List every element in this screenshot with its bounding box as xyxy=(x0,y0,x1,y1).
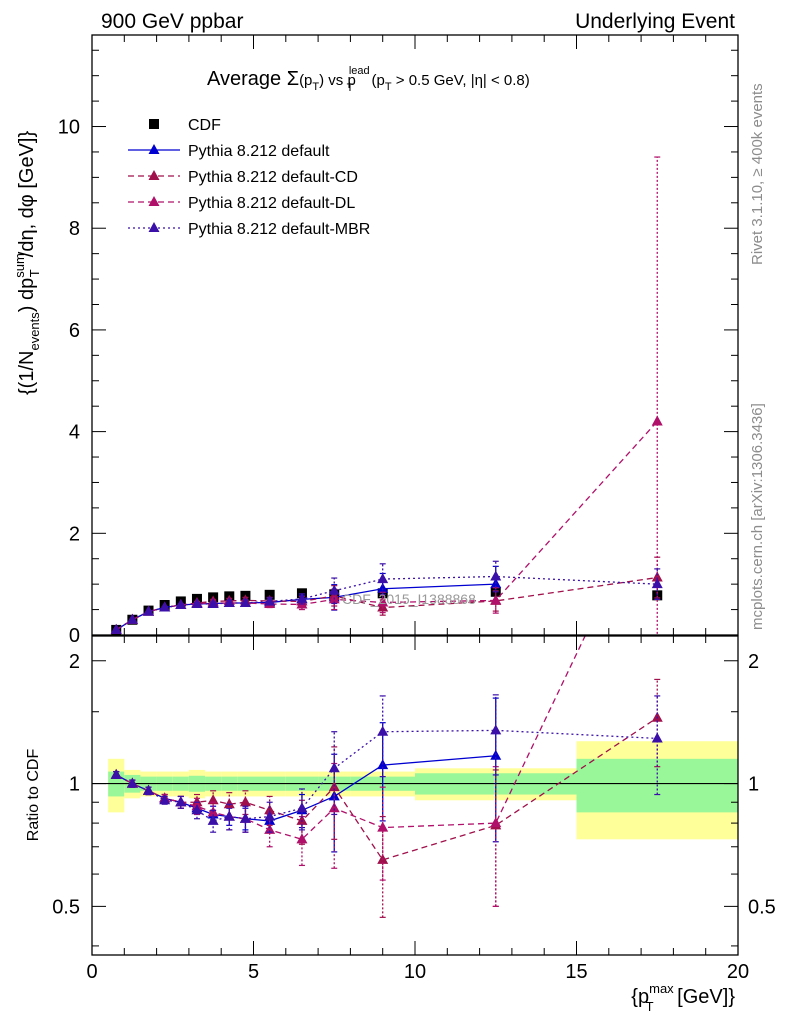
mcplots-annotation: mcplots.cern.ch [arXiv:1306.3436] xyxy=(749,403,766,630)
legend-label: Pythia 8.212 default-CD xyxy=(188,169,358,186)
ratio-y-tick-label-right: 1 xyxy=(748,774,759,796)
data-point xyxy=(296,802,308,813)
legend-marker xyxy=(148,170,160,180)
data-point xyxy=(377,573,389,584)
data-point xyxy=(490,724,502,735)
y-tick-label: 4 xyxy=(69,422,80,444)
data-point xyxy=(223,810,235,821)
y-tick-label: 8 xyxy=(69,218,80,240)
data-point xyxy=(191,804,203,815)
plot-title: Average Σ(pT) vs plead T (pT > 0.5 GeV, |… xyxy=(207,65,530,94)
legend-marker xyxy=(148,144,160,154)
data-point xyxy=(328,584,340,595)
rivet-annotation: Rivet 3.1.10, ≥ 400k events xyxy=(749,83,766,265)
data-point xyxy=(159,794,171,805)
header-left: 900 GeV ppbar xyxy=(101,10,243,33)
data-point xyxy=(143,605,155,616)
data-point xyxy=(191,597,203,608)
header-right: Underlying Event xyxy=(575,10,735,33)
y-tick-label: 0 xyxy=(69,625,80,647)
data-point xyxy=(328,762,340,773)
data-point xyxy=(490,594,502,605)
legend-label: Pythia 8.212 default xyxy=(188,143,330,160)
ratio-uncertainty-bands xyxy=(92,741,738,840)
data-point xyxy=(296,833,308,844)
data-point xyxy=(651,732,663,743)
data-point xyxy=(377,596,389,607)
legend-marker xyxy=(149,119,159,129)
legend-item: Pythia 8.212 default-CD xyxy=(128,169,358,186)
data-point xyxy=(239,596,251,607)
data-point xyxy=(223,596,235,607)
data-point xyxy=(110,623,122,634)
y-tick-label: 2 xyxy=(69,523,80,545)
axis-ticks: 0 5 10 15 20 0 2 4 6 8 10 0.5 0.5 1 1 2 2 xyxy=(52,35,776,983)
data-point xyxy=(223,798,235,809)
x-tick-label: 10 xyxy=(404,961,426,983)
data-point xyxy=(159,601,171,612)
main-panel-series xyxy=(110,156,663,635)
ratio-y-tick-label: 2 xyxy=(69,651,80,673)
legend-item: CDF xyxy=(149,117,221,134)
series-line xyxy=(115,421,658,631)
data-point xyxy=(126,613,138,624)
data-point xyxy=(490,817,502,828)
legend: CDF Pythia 8.212 default Pythia 8.212 defa… xyxy=(128,117,370,238)
data-point xyxy=(377,725,389,736)
data-point xyxy=(175,796,187,807)
x-tick-label: 0 xyxy=(86,961,97,983)
ratio-y-tick-label-right: 0.5 xyxy=(748,896,776,918)
y-tick-label: 10 xyxy=(58,117,80,139)
data-point xyxy=(239,796,251,807)
ratio-panel-series xyxy=(110,636,663,918)
data-point xyxy=(239,812,251,823)
data-point xyxy=(207,814,219,825)
x-tick-label: 20 xyxy=(727,961,749,983)
data-point xyxy=(264,810,276,821)
y-tick-label: 6 xyxy=(69,320,80,342)
ratio-y-tick-label: 1 xyxy=(69,774,80,796)
legend-item: Pythia 8.212 default xyxy=(128,143,330,160)
watermark: CDF_2015_I1388868 xyxy=(342,591,476,607)
data-point xyxy=(651,415,663,426)
data-point xyxy=(264,823,276,834)
legend-label: Pythia 8.212 default-DL xyxy=(188,195,355,212)
data-point xyxy=(328,802,340,813)
data-point xyxy=(651,578,663,589)
data-point xyxy=(264,804,276,815)
x-tick-label: 15 xyxy=(565,961,587,983)
data-point xyxy=(264,589,275,600)
legend-marker xyxy=(148,222,160,232)
data-point xyxy=(175,599,187,609)
ratio-y-axis-label: Ratio to CDF xyxy=(25,749,42,842)
data-point xyxy=(490,570,502,581)
legend-item: Pythia 8.212 default-DL xyxy=(128,195,355,212)
data-point xyxy=(264,595,276,606)
legend-label: CDF xyxy=(188,117,221,134)
legend-label: Pythia 8.212 default-MBR xyxy=(188,221,370,238)
data-point xyxy=(126,777,138,788)
series-pythia-8-212-default-mbr xyxy=(110,694,663,833)
data-point xyxy=(143,784,155,795)
data-point xyxy=(207,597,219,608)
main-y-axis-label: {(1/Nevents) dpsumT/dη, dφ [GeV]} xyxy=(12,131,42,395)
data-point xyxy=(296,592,308,603)
legend-marker xyxy=(148,196,160,206)
data-point xyxy=(377,582,389,593)
ratio-y-tick-label: 0.5 xyxy=(52,896,80,918)
ratio-y-tick-label-right: 2 xyxy=(748,651,759,673)
x-axis-label: {pmax T [GeV]} xyxy=(631,981,735,1014)
data-point xyxy=(377,601,389,612)
series-pythia-8-212-default-mbr xyxy=(110,560,663,634)
legend-item: Pythia 8.212 default-MBR xyxy=(128,221,370,238)
data-point xyxy=(377,821,389,832)
x-tick-label: 5 xyxy=(248,961,259,983)
data-point xyxy=(110,768,122,779)
